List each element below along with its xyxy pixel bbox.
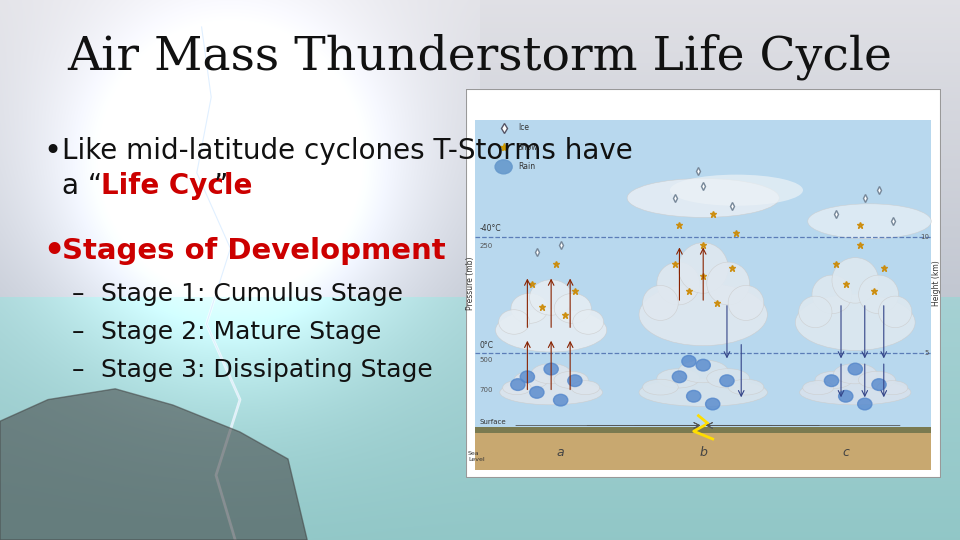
Ellipse shape [573, 310, 604, 334]
Text: –: – [72, 282, 84, 306]
Circle shape [554, 394, 567, 406]
Ellipse shape [707, 262, 750, 305]
Text: Rain: Rain [517, 163, 535, 171]
Ellipse shape [500, 380, 603, 405]
Text: Pressure (mb): Pressure (mb) [466, 256, 475, 310]
Text: Snow: Snow [517, 143, 539, 152]
Circle shape [839, 390, 852, 402]
Ellipse shape [876, 381, 908, 395]
Circle shape [511, 379, 525, 390]
Circle shape [530, 387, 544, 398]
Circle shape [848, 363, 862, 375]
Ellipse shape [498, 310, 530, 334]
FancyBboxPatch shape [475, 427, 931, 433]
Text: 10: 10 [920, 234, 929, 240]
Ellipse shape [800, 380, 911, 405]
Ellipse shape [571, 381, 600, 395]
Ellipse shape [803, 381, 833, 395]
Text: Life Cycle: Life Cycle [101, 172, 252, 200]
Ellipse shape [642, 286, 679, 320]
Circle shape [520, 371, 535, 383]
Ellipse shape [812, 275, 852, 314]
Ellipse shape [627, 179, 780, 218]
Circle shape [706, 398, 720, 410]
Ellipse shape [728, 379, 764, 395]
Text: –: – [72, 358, 84, 382]
FancyBboxPatch shape [475, 431, 931, 470]
Text: Like mid-latitude cyclones T-Storms have: Like mid-latitude cyclones T-Storms have [62, 137, 634, 165]
Ellipse shape [878, 296, 912, 328]
Circle shape [682, 355, 696, 367]
Circle shape [872, 379, 886, 390]
Ellipse shape [728, 286, 764, 320]
Ellipse shape [511, 293, 548, 323]
Ellipse shape [554, 293, 591, 323]
Ellipse shape [807, 204, 931, 239]
Ellipse shape [554, 372, 588, 388]
Ellipse shape [799, 296, 832, 328]
Text: 5: 5 [924, 350, 929, 356]
Ellipse shape [679, 242, 728, 293]
Ellipse shape [796, 294, 915, 350]
Circle shape [495, 160, 513, 174]
Circle shape [567, 375, 582, 387]
Ellipse shape [639, 379, 767, 407]
Text: 0°C: 0°C [480, 341, 493, 349]
Ellipse shape [657, 262, 700, 305]
Polygon shape [0, 389, 307, 540]
FancyBboxPatch shape [475, 120, 931, 431]
Circle shape [686, 390, 701, 402]
Text: •: • [43, 137, 61, 166]
Ellipse shape [670, 174, 803, 206]
Text: a “: a “ [62, 172, 103, 200]
Ellipse shape [858, 372, 896, 388]
Text: Height (km): Height (km) [931, 261, 941, 306]
Circle shape [544, 363, 559, 375]
Text: Surface: Surface [480, 420, 507, 426]
Ellipse shape [639, 284, 767, 346]
Text: Stage 1: Cumulus Stage: Stage 1: Cumulus Stage [101, 282, 403, 306]
Ellipse shape [679, 360, 728, 383]
Ellipse shape [514, 372, 548, 388]
Text: c: c [842, 446, 850, 459]
Ellipse shape [832, 258, 878, 303]
Ellipse shape [833, 363, 876, 384]
Text: 250: 250 [480, 242, 493, 249]
Text: –: – [72, 320, 84, 344]
Ellipse shape [530, 280, 573, 315]
Text: Air Mass Thunderstorm Life Cycle: Air Mass Thunderstorm Life Cycle [67, 33, 893, 80]
Ellipse shape [657, 369, 700, 388]
Text: Ice: Ice [517, 124, 529, 132]
Ellipse shape [707, 369, 750, 388]
Text: Stages of Development: Stages of Development [62, 237, 446, 265]
Text: a: a [557, 446, 564, 459]
Text: Sea
Level: Sea Level [468, 451, 485, 462]
Circle shape [857, 398, 872, 410]
Circle shape [825, 375, 839, 387]
Ellipse shape [642, 379, 679, 395]
Ellipse shape [503, 381, 531, 395]
Text: 500: 500 [480, 357, 493, 363]
Text: •: • [43, 234, 64, 268]
FancyBboxPatch shape [466, 89, 941, 478]
Ellipse shape [531, 363, 571, 384]
Text: 700: 700 [480, 387, 493, 394]
Ellipse shape [495, 308, 607, 352]
Text: -40°C: -40°C [480, 224, 501, 233]
Circle shape [696, 359, 710, 371]
Text: b: b [699, 446, 708, 459]
Ellipse shape [858, 275, 899, 314]
Text: Stage 3: Dissipating Stage: Stage 3: Dissipating Stage [101, 358, 433, 382]
Circle shape [672, 371, 686, 383]
Text: ”: ” [213, 172, 228, 200]
Ellipse shape [815, 372, 852, 388]
Text: Stage 2: Mature Stage: Stage 2: Mature Stage [101, 320, 381, 344]
Circle shape [720, 375, 734, 387]
